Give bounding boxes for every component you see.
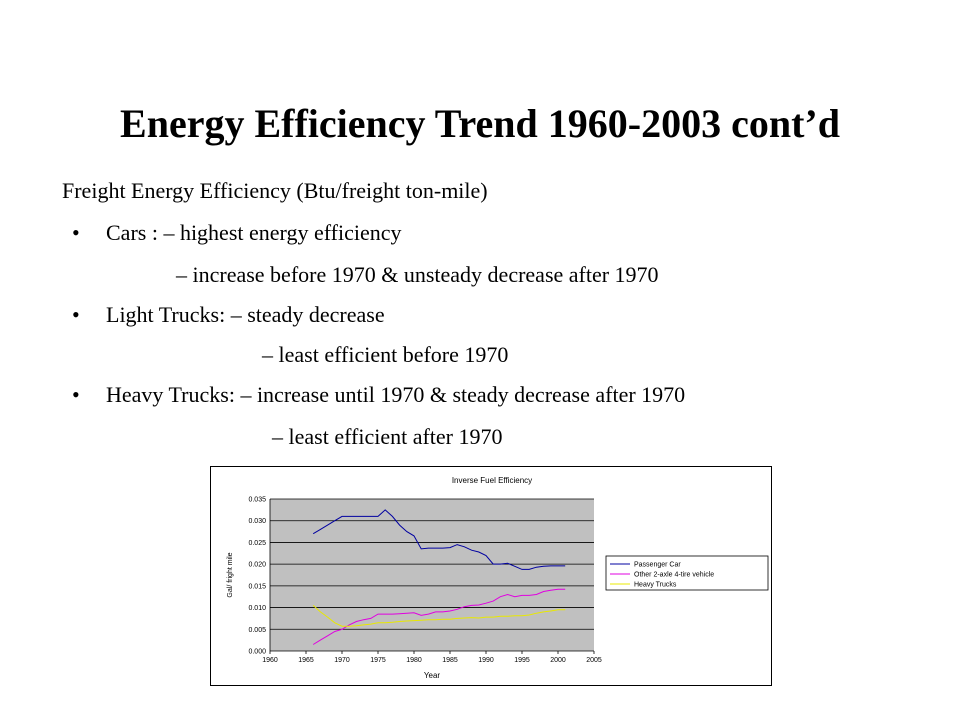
y-axis-label: Gal/ fright mile <box>227 552 234 597</box>
inverse-fuel-efficiency-chart: Inverse Fuel Efficiency Year Gal/ fright… <box>210 466 772 686</box>
legend-label-1: Other 2-axle 4-tire vehicle <box>634 572 714 579</box>
y-tick-label: 0.005 <box>248 627 266 634</box>
slide-title: Energy Efficiency Trend 1960-2003 cont’d <box>120 101 840 146</box>
y-tick-label: 0.015 <box>248 583 266 590</box>
chart-svg: Inverse Fuel Efficiency Year Gal/ fright… <box>210 466 772 686</box>
x-tick-label: 1965 <box>298 657 314 664</box>
series-line-0 <box>312 509 566 570</box>
bullet-light-trucks-line1: Light Trucks: – steady decrease <box>106 302 385 327</box>
x-tick-label: 1995 <box>514 657 530 664</box>
series-line-2 <box>312 605 566 627</box>
bullet-cars-line2: – increase before 1970 & unsteady decrea… <box>176 262 659 287</box>
grid-lines <box>269 498 595 654</box>
slide-subtitle: Freight Energy Efficiency (Btu/freight t… <box>62 178 488 203</box>
x-tick-label: 1970 <box>334 657 350 664</box>
legend-label-0: Passenger Car <box>634 562 681 569</box>
y-tick-label: 0.030 <box>248 518 266 525</box>
series-lines <box>312 509 566 645</box>
legend-box <box>605 555 769 591</box>
bullet-symbol-heavy-trucks: • <box>72 382 80 407</box>
bullet-cars-line1: Cars : – highest energy efficiency <box>106 220 402 245</box>
plot-area <box>270 499 594 651</box>
x-tick-label: 1960 <box>262 657 278 664</box>
x-tick-label: 1990 <box>478 657 494 664</box>
y-tick-label: 0.035 <box>248 497 266 504</box>
chart-title: Inverse Fuel Efficiency <box>452 476 532 485</box>
x-tick-label: 2005 <box>586 657 602 664</box>
y-tick-label: 0.000 <box>248 649 266 656</box>
x-tick-label: 1985 <box>442 657 458 664</box>
bullet-light-trucks-line2: – least efficient before 1970 <box>262 342 509 367</box>
tick-labels: 0.000 0.005 0.010 0.015 0.020 0.025 0.030 0.035… <box>248 497 601 665</box>
legend-label-2: Heavy Trucks <box>634 582 677 589</box>
bullet-heavy-trucks-line2: – least efficient after 1970 <box>272 424 503 449</box>
bullet-symbol-cars: • <box>72 220 80 245</box>
bullet-symbol-light-trucks: • <box>72 302 80 327</box>
series-line-1 <box>312 588 566 645</box>
y-tick-label: 0.010 <box>248 605 266 612</box>
bullet-heavy-trucks-line1: Heavy Trucks: – increase until 1970 & st… <box>106 382 686 407</box>
x-axis-label: Year <box>424 671 441 680</box>
x-tick-label: 2000 <box>550 657 566 664</box>
x-tick-label: 1975 <box>370 657 386 664</box>
x-tick-label: 1980 <box>406 657 422 664</box>
y-tick-label: 0.020 <box>248 562 266 569</box>
legend: Passenger Car Other 2-axle 4-tire vehicle… <box>605 555 769 591</box>
y-tick-label: 0.025 <box>248 540 266 547</box>
